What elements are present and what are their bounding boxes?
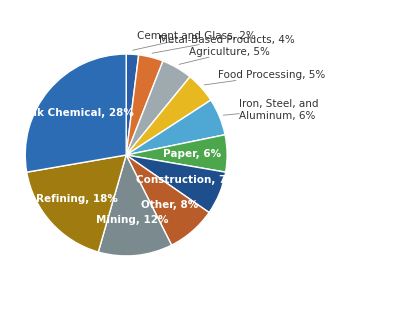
Wedge shape — [126, 155, 209, 245]
Wedge shape — [25, 54, 126, 172]
Wedge shape — [27, 155, 126, 252]
Text: Cement and Glass, 2%: Cement and Glass, 2% — [133, 31, 255, 50]
Text: Iron, Steel, and
Aluminum, 6%: Iron, Steel, and Aluminum, 6% — [223, 99, 319, 121]
Text: Construction, 7%: Construction, 7% — [136, 175, 237, 185]
Text: Other, 8%: Other, 8% — [140, 200, 198, 210]
Wedge shape — [126, 135, 227, 172]
Wedge shape — [126, 61, 190, 155]
Text: Metal-Based Products, 4%: Metal-Based Products, 4% — [152, 34, 294, 53]
Text: Bulk Chemical, 28%: Bulk Chemical, 28% — [18, 108, 134, 118]
Wedge shape — [126, 77, 211, 155]
Text: Refining, 18%: Refining, 18% — [36, 194, 118, 204]
Wedge shape — [126, 55, 163, 155]
Text: Paper, 6%: Paper, 6% — [163, 149, 221, 159]
Wedge shape — [126, 54, 139, 155]
Text: Mining, 12%: Mining, 12% — [96, 215, 168, 225]
Wedge shape — [126, 100, 225, 155]
Wedge shape — [126, 155, 225, 213]
Text: Food Processing, 5%: Food Processing, 5% — [204, 70, 325, 85]
Text: Agriculture, 5%: Agriculture, 5% — [179, 47, 270, 64]
Wedge shape — [98, 155, 172, 256]
